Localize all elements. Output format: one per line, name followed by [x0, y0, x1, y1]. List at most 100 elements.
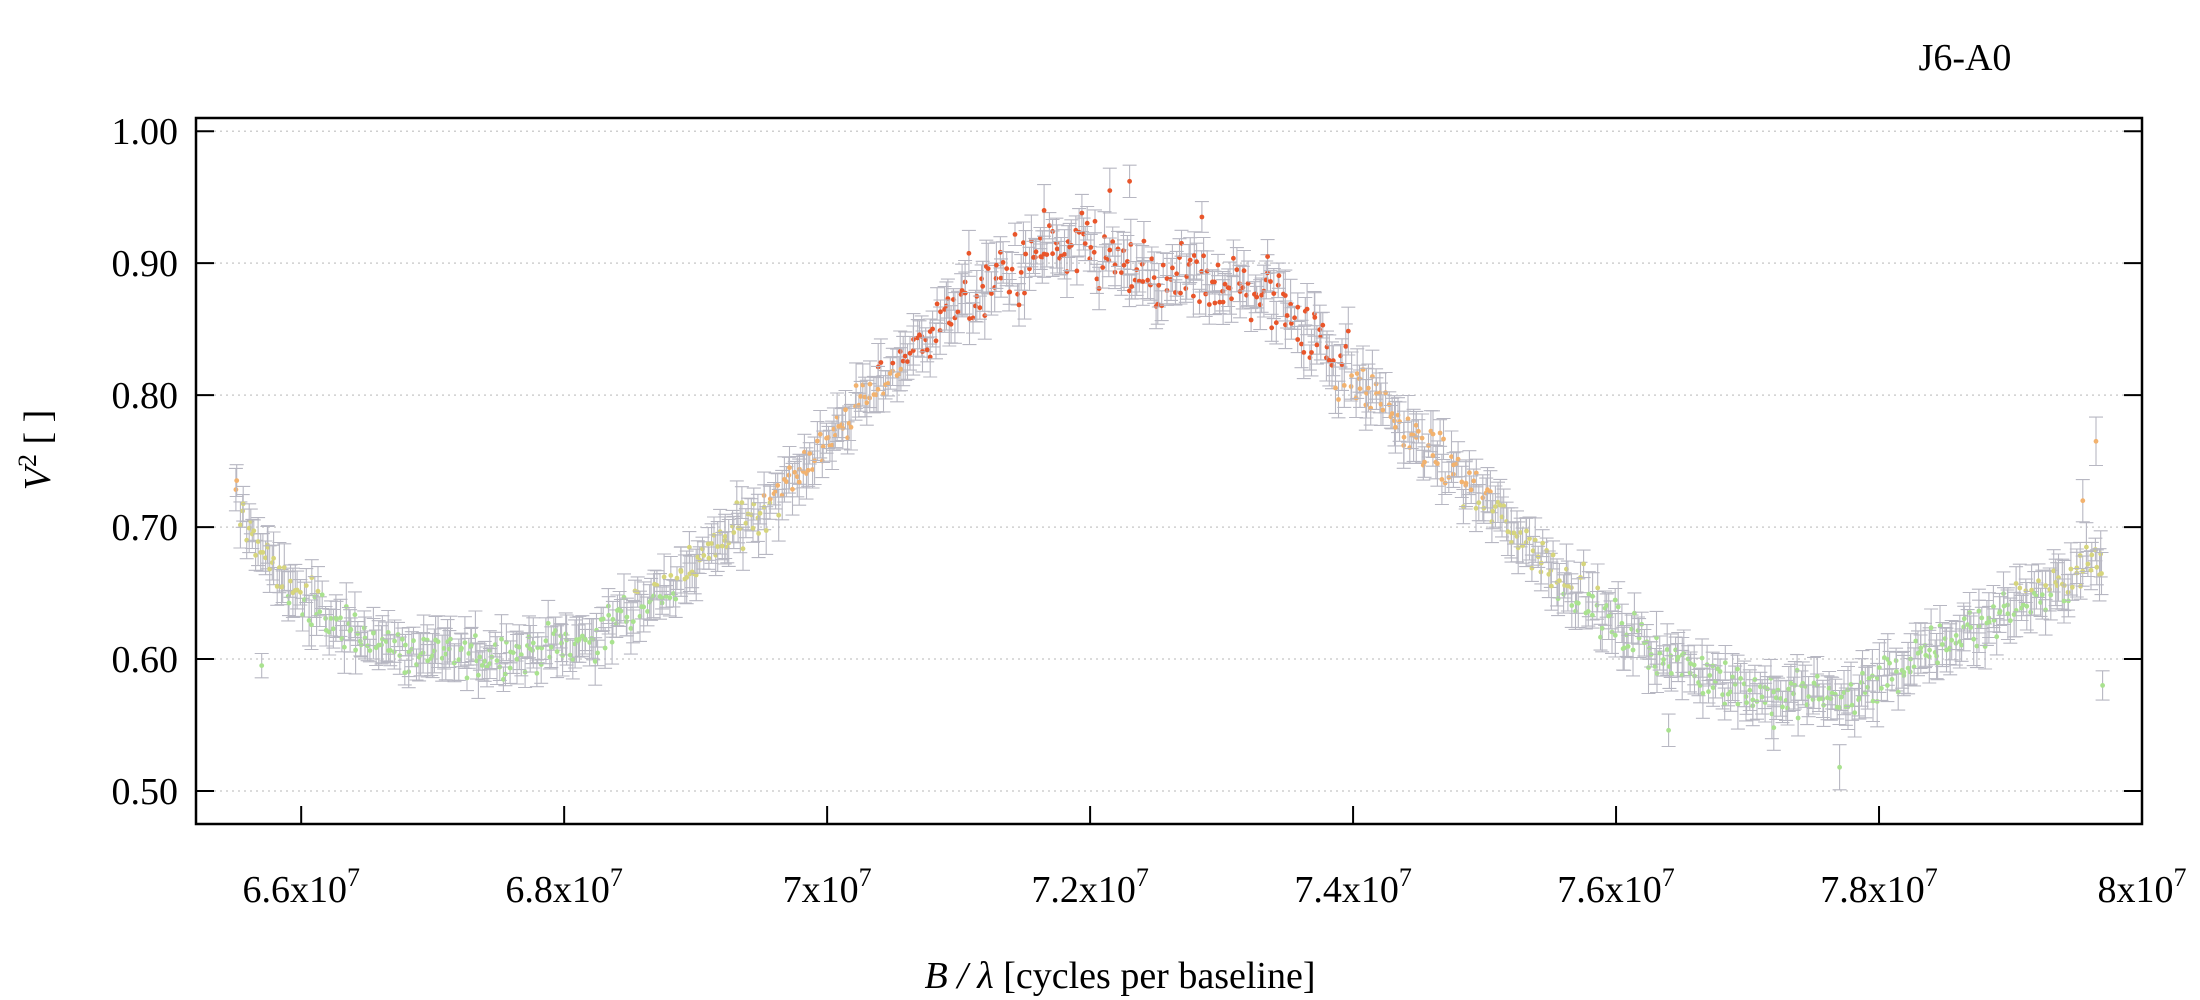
- data-point: [726, 540, 732, 546]
- data-point: [1151, 275, 1157, 280]
- data-point: [387, 648, 393, 653]
- data-point: [1699, 655, 1705, 661]
- data-point: [539, 645, 545, 651]
- data-point: [1700, 690, 1706, 696]
- data-point: [1905, 665, 1911, 671]
- data-point: [411, 638, 416, 644]
- data-point: [1934, 653, 1939, 659]
- data-point: [1814, 673, 1820, 679]
- data-point: [938, 309, 943, 315]
- data-point: [885, 381, 891, 386]
- data-point: [1022, 290, 1027, 296]
- data-point: [1449, 454, 1454, 460]
- data-point: [1630, 647, 1636, 653]
- data-point: [1234, 267, 1240, 273]
- data-point: [1887, 660, 1892, 666]
- data-point: [1788, 680, 1794, 686]
- data-point: [1343, 344, 1349, 349]
- data-point: [1599, 625, 1605, 631]
- data-point: [1707, 673, 1713, 678]
- x-axis-variable: B / λ: [924, 955, 993, 997]
- data-point: [1366, 385, 1371, 391]
- data-point: [1994, 634, 2000, 640]
- data-point: [962, 290, 968, 296]
- data-point: [805, 467, 811, 473]
- data-point: [464, 675, 470, 681]
- data-point: [743, 520, 749, 526]
- data-point: [1476, 500, 1482, 506]
- data-point: [645, 609, 650, 614]
- data-point: [298, 589, 303, 595]
- data-point: [635, 589, 641, 595]
- data-point: [1918, 645, 1924, 651]
- data-point: [1621, 645, 1627, 651]
- data-point: [317, 609, 323, 615]
- y-tick-label: 0.90: [112, 243, 179, 285]
- data-point: [1100, 265, 1106, 270]
- data-point: [1364, 390, 1369, 396]
- grid-lines: [196, 130, 2142, 792]
- data-point: [503, 671, 508, 677]
- data-point: [1959, 642, 1964, 648]
- data-point: [1222, 281, 1228, 287]
- data-point: [2043, 583, 2048, 588]
- data-point: [2074, 565, 2080, 571]
- data-point: [1357, 386, 1363, 392]
- data-point: [306, 618, 312, 623]
- data-point: [482, 658, 488, 664]
- data-point: [674, 575, 680, 581]
- data-point: [2069, 584, 2075, 590]
- data-point: [1615, 604, 1621, 610]
- data-point: [1769, 711, 1775, 717]
- y-axis-variable: V: [17, 463, 59, 490]
- data-point: [1619, 620, 1625, 626]
- data-point: [924, 347, 930, 353]
- data-point: [817, 431, 823, 437]
- data-point: [281, 565, 287, 570]
- data-point: [1140, 279, 1146, 284]
- data-point: [1489, 519, 1495, 524]
- data-point: [846, 420, 852, 426]
- data-point: [253, 552, 258, 558]
- data-point: [234, 478, 240, 483]
- data-point: [1419, 435, 1425, 441]
- data-point: [1241, 268, 1247, 274]
- data-point: [897, 349, 903, 354]
- data-point: [1191, 293, 1196, 299]
- data-point: [430, 653, 435, 658]
- data-point: [1215, 262, 1221, 268]
- data-point: [510, 650, 516, 656]
- data-point: [1728, 689, 1733, 695]
- data-point: [1590, 612, 1595, 618]
- data-point: [948, 321, 954, 327]
- data-point: [731, 530, 737, 535]
- data-point: [1473, 470, 1479, 476]
- data-point: [1378, 401, 1384, 407]
- data-point: [881, 391, 886, 397]
- data-point: [1806, 694, 1811, 699]
- data-point: [1121, 262, 1127, 268]
- data-point: [1187, 257, 1193, 263]
- data-point: [671, 591, 676, 596]
- data-point: [1657, 650, 1663, 656]
- data-point: [1922, 643, 1928, 648]
- data-point: [1612, 632, 1618, 638]
- data-point: [2017, 585, 2023, 591]
- data-point: [1480, 495, 1486, 501]
- data-point: [1269, 325, 1275, 331]
- data-point: [233, 487, 239, 492]
- data-point: [998, 249, 1003, 255]
- data-point: [1455, 456, 1461, 462]
- data-point: [1009, 266, 1015, 272]
- data-point: [1416, 428, 1421, 434]
- data-point: [1594, 602, 1600, 608]
- data-point: [739, 500, 745, 505]
- data-point: [1586, 591, 1592, 597]
- data-point: [545, 620, 551, 626]
- data-point: [1183, 286, 1189, 291]
- data-point: [518, 652, 524, 658]
- data-point: [786, 472, 792, 478]
- data-point: [784, 479, 789, 485]
- data-point: [1273, 320, 1279, 326]
- data-point: [1199, 214, 1205, 220]
